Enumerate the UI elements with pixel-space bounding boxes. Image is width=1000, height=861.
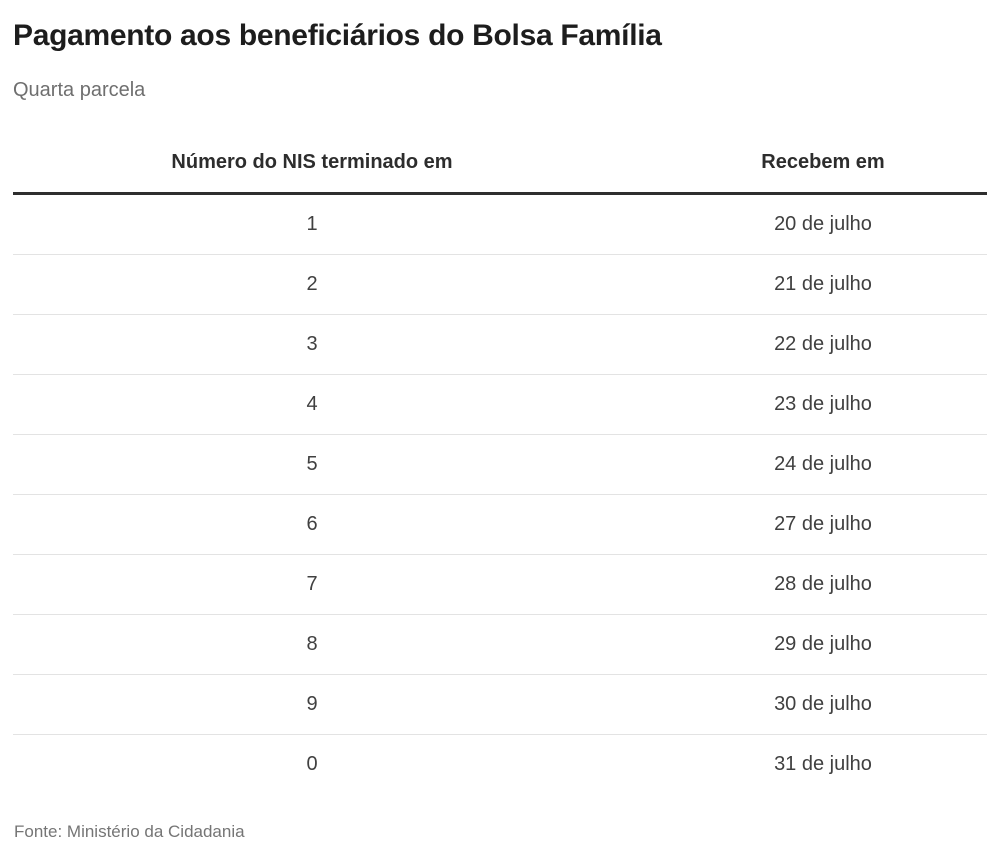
payment-date: 24 de julho (611, 434, 987, 495)
table-row: 3 22 de julho (13, 314, 987, 375)
page-title: Pagamento aos beneficiários do Bolsa Fam… (13, 19, 662, 52)
nis-digit: 0 (306, 753, 318, 775)
page-subtitle: Quarta parcela (13, 79, 146, 101)
nis-digit: 1 (13, 193, 611, 255)
column-header-date: Recebem em (611, 132, 987, 195)
infographic: Pagamento aos beneficiários do Bolsa Fam… (13, 19, 987, 841)
table-row: 9 30 de julho (13, 674, 987, 735)
table-row: 1 20 de julho (13, 193, 987, 255)
table-body: 1 20 de julho 2 21 de julho 3 22 de julh… (13, 193, 987, 795)
table-row: 6 27 de julho (13, 494, 987, 555)
table-row: 0 31 de julho (13, 735, 987, 795)
payment-date: 23 de julho (611, 374, 987, 435)
nis-digit: 8 (13, 614, 611, 675)
nis-digit: 2 (13, 254, 611, 315)
column-header-nis: Número do NIS terminado em (13, 132, 611, 195)
payment-date: 27 de julho (611, 494, 987, 555)
payment-date: 20 de julho (611, 193, 987, 255)
payment-date: 29 de julho (611, 614, 987, 675)
nis-digit: 6 (13, 494, 611, 555)
nis-digit: 7 (13, 554, 611, 615)
payment-date: 30 de julho (611, 674, 987, 735)
table-row: 4 23 de julho (13, 374, 987, 435)
table-row: 8 29 de julho (13, 614, 987, 675)
table-header-row: Número do NIS terminado em Recebem em (13, 132, 987, 195)
payment-schedule-table: Número do NIS terminado em Recebem em 1 … (13, 132, 987, 794)
table-row: 5 24 de julho (13, 434, 987, 495)
payment-date: 31 de julho (774, 753, 872, 775)
nis-digit: 9 (13, 674, 611, 735)
payment-date: 28 de julho (611, 554, 987, 615)
payment-date: 22 de julho (611, 314, 987, 375)
nis-digit: 4 (13, 374, 611, 435)
payment-date: 21 de julho (611, 254, 987, 315)
source-credit: Fonte: Ministério da Cidadania (14, 822, 245, 841)
table-row: 2 21 de julho (13, 254, 987, 315)
nis-digit: 5 (13, 434, 611, 495)
table-row: 7 28 de julho (13, 554, 987, 615)
nis-digit: 3 (13, 314, 611, 375)
table-header: Número do NIS terminado em Recebem em (13, 132, 987, 195)
